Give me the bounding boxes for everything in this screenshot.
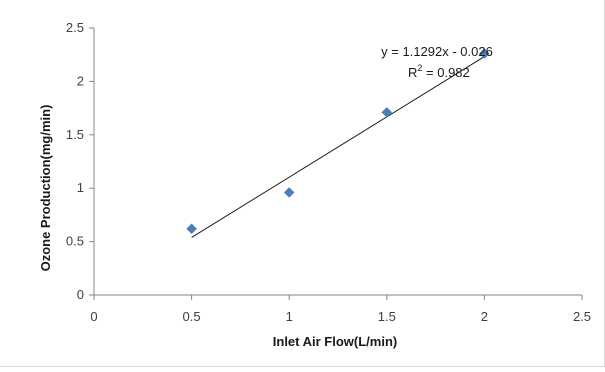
r-squared-label: R2 = 0.982 (408, 63, 470, 80)
data-point-diamond (186, 223, 197, 235)
y-tick-label: 0.5 (66, 234, 84, 249)
y-tick-label: 2.5 (66, 20, 84, 35)
data-point-diamond (283, 187, 295, 198)
y-axis: 0 0.5 1 1.5 2 2.5 (66, 20, 95, 302)
x-tick-label: 2.5 (573, 309, 591, 324)
x-tick-label: 0.5 (183, 309, 201, 324)
x-axis: 0 0.5 1 1.5 2 2.5 (90, 294, 591, 324)
y-tick-label: 1.5 (66, 127, 84, 142)
r-squared-superscript: 2 (417, 63, 422, 73)
y-tick-label: 1 (77, 180, 84, 195)
r-squared-prefix: R (408, 65, 417, 80)
data-points (186, 48, 490, 235)
x-axis-title: Inlet Air Flow(L/min) (273, 334, 397, 349)
x-tick-label: 1 (286, 309, 293, 324)
trendline-equation: y = 1.1292x - 0.026 (381, 44, 493, 59)
y-tick-label: 2 (77, 73, 84, 88)
x-tick-label: 0 (90, 309, 97, 324)
data-point-diamond (479, 48, 490, 59)
x-tick-label: 2 (481, 309, 488, 324)
x-tick-label: 1.5 (378, 309, 396, 324)
data-point-diamond (381, 107, 393, 118)
y-axis-title: Ozone Production(mg/min) (38, 105, 53, 272)
trendline-group (191, 56, 485, 238)
linear-trendline (191, 56, 485, 238)
y-tick-label: 0 (77, 287, 84, 302)
r-squared-value: = 0.982 (422, 65, 469, 80)
